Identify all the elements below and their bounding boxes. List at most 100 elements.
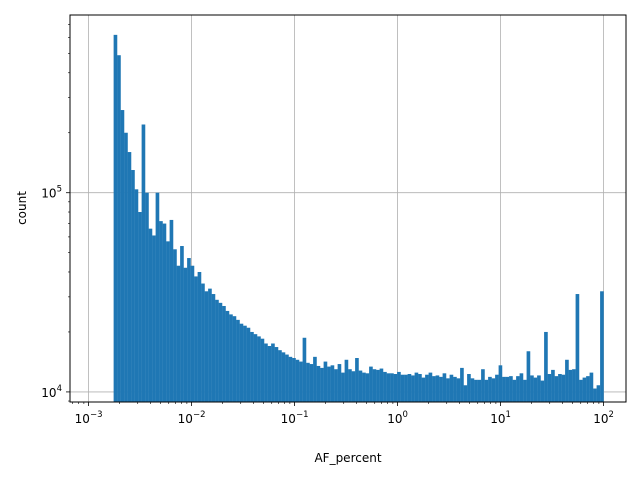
histogram-bar [327, 366, 331, 402]
histogram-bar [393, 374, 398, 402]
histogram-bar [330, 365, 335, 402]
histogram-bar [530, 375, 534, 402]
histogram-bar [190, 265, 195, 402]
histogram-bar [579, 379, 583, 402]
histogram-bar [414, 372, 419, 402]
histogram-bar [124, 132, 128, 403]
histogram-bar [502, 376, 506, 402]
histogram-bar [593, 388, 597, 402]
histogram-bar [176, 265, 181, 402]
histogram-bar [372, 369, 377, 402]
histogram-bar [505, 376, 510, 402]
histogram-bar [460, 367, 464, 402]
x-tick-label: 101 [490, 410, 511, 426]
histogram-bar [435, 375, 440, 402]
histogram-bar [169, 219, 174, 402]
histogram-bar [351, 371, 356, 402]
y-tick-label: 105 [41, 185, 62, 201]
histogram-bar [540, 380, 545, 402]
histogram-bar [481, 369, 485, 402]
histogram-bar [397, 371, 401, 402]
histogram-bar [180, 246, 184, 402]
histogram-bar [131, 170, 135, 402]
histogram-bar [498, 365, 503, 402]
histogram-bar [488, 376, 492, 402]
histogram-bar [383, 371, 387, 402]
histogram-bar [400, 374, 405, 402]
histogram-bar [411, 375, 415, 402]
histogram-bar [376, 369, 380, 402]
histogram-bar [512, 379, 517, 402]
histogram-bar [561, 374, 566, 402]
histogram-bar [313, 356, 317, 402]
histogram-bar [197, 271, 202, 402]
axis-ticks: 10−3 10−2 10−1 100 101 102 104 105 [41, 24, 614, 426]
histogram-bar [589, 372, 594, 402]
x-tick-label: 10−1 [281, 410, 309, 426]
histogram-bar [320, 367, 324, 402]
histogram-bar [134, 189, 139, 402]
histogram-bar [281, 352, 286, 402]
histogram-bar [278, 350, 282, 402]
histogram-bar [421, 377, 426, 402]
histogram-bar [145, 192, 149, 402]
histogram-bar [491, 378, 496, 402]
histogram-bar [449, 374, 454, 402]
histogram-bar [582, 377, 587, 402]
histogram-bar [120, 110, 125, 402]
histogram-bar [148, 228, 153, 402]
histogram-bar [596, 385, 601, 402]
histogram-bar [187, 258, 191, 402]
histogram-bar [386, 373, 391, 402]
histogram-bar [225, 310, 230, 402]
histogram-bar [470, 378, 475, 402]
histogram-bar [341, 372, 345, 402]
histogram-bar [442, 373, 447, 402]
histogram-bar [600, 291, 604, 402]
histogram-bar [484, 379, 489, 402]
histogram-bar [211, 294, 216, 402]
histogram-bar [229, 314, 233, 402]
histogram-bar [533, 377, 538, 402]
histogram-bar [355, 358, 359, 402]
histogram-bar [222, 305, 226, 402]
histogram-bar [323, 361, 328, 402]
plot-frame [69, 14, 627, 403]
histogram-bar [519, 373, 524, 402]
histogram-bars [113, 34, 604, 403]
histogram-bar [446, 378, 450, 402]
histogram-bar [295, 359, 300, 402]
histogram-bar [250, 331, 254, 402]
histogram-bar [407, 374, 412, 402]
histogram-bar [267, 346, 272, 402]
histogram-bar [432, 376, 436, 402]
histogram-bar [159, 221, 163, 402]
histogram-bar [166, 241, 170, 402]
histogram-bar [306, 362, 310, 402]
x-axis-label: AF_percent [314, 451, 381, 465]
histogram-bar [243, 325, 247, 402]
histogram-bar [246, 327, 251, 402]
histogram-bar [218, 302, 223, 402]
histogram-bar [127, 152, 132, 402]
histogram-bar [208, 288, 212, 402]
histogram-bar [439, 376, 443, 402]
histogram-bar [390, 373, 394, 402]
histogram-bar [365, 373, 370, 402]
histogram-bar [194, 276, 198, 402]
histogram-bar [565, 359, 569, 402]
histogram-bar [292, 358, 296, 402]
histogram-bar [362, 372, 366, 402]
histogram-bar [253, 334, 258, 402]
histogram-bar [141, 124, 146, 402]
histogram-bar [418, 374, 422, 402]
histogram-bar [568, 369, 573, 402]
histogram-bar [337, 364, 342, 402]
histogram-bar [547, 374, 552, 402]
histogram-bar [404, 374, 408, 402]
histogram-bar [316, 365, 321, 402]
histogram-bar [232, 316, 237, 402]
histogram-bar [456, 378, 461, 402]
histogram-bar [274, 347, 279, 402]
